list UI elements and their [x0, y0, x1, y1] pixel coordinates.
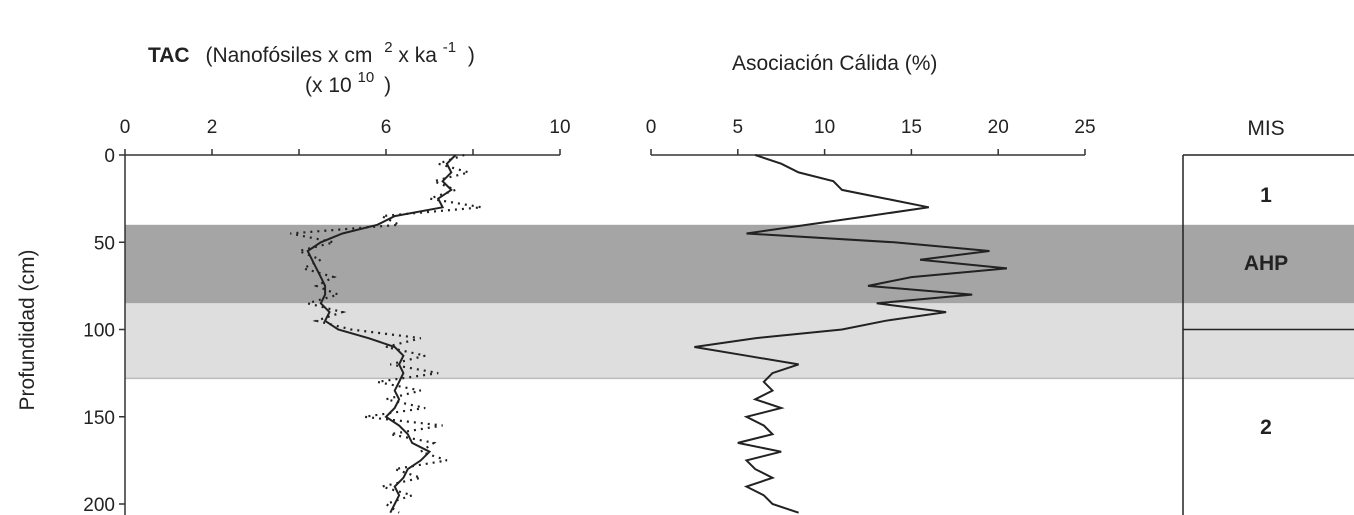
warm-lines	[694, 154, 1007, 514]
tac-x-tick-1: 2	[207, 117, 218, 138]
y-tick-1: 50	[94, 233, 115, 254]
tac-title-line2: (x 10 10 )	[305, 64, 391, 97]
warm-x-tick-5: 25	[1074, 117, 1095, 138]
tac-title-line2-close: )	[384, 74, 391, 97]
warm-x-tick-3: 15	[901, 117, 922, 138]
warm-x-tick-0: 0	[646, 117, 657, 138]
tac-series-dotted	[290, 153, 482, 514]
y-tick-4: 200	[83, 495, 115, 515]
tac-x-tick-3: 10	[549, 117, 570, 138]
warm-x-tick-1: 5	[733, 117, 744, 138]
y-tick-0: 0	[104, 146, 115, 167]
tac-title-rest: (Nanofósiles x cm	[205, 44, 372, 67]
warm-x-tick-2: 10	[814, 117, 835, 138]
mis-zone-label-2: 2	[1260, 416, 1272, 439]
warm-series-0	[694, 154, 1007, 514]
tac-series-solid	[306, 154, 457, 514]
mis-column: 1 AHP 2	[1182, 154, 1354, 515]
tac-title-bold: TAC	[148, 44, 190, 67]
mis-zone-label-0: 1	[1260, 184, 1272, 207]
y-axis-label: Profundidad (cm)	[16, 249, 39, 410]
tac-title-close: )	[468, 44, 475, 67]
warm-x-tick-4: 20	[988, 117, 1009, 138]
y-tick-3: 150	[83, 408, 115, 429]
tac-lines	[290, 153, 482, 514]
warm-axes: 0 5 10 15 20 25	[646, 117, 1096, 156]
tac-title: TAC (Nanofósiles x cm 2 x ka -1 )	[148, 34, 475, 67]
band-0	[125, 224, 1354, 304]
mis-title: MIS	[1247, 117, 1284, 140]
tac-title-mid: x ka	[398, 44, 437, 67]
tac-title-line2-open: (x 10	[305, 74, 352, 97]
y-tick-2: 100	[83, 321, 115, 342]
warm-title: Asociación Cálida (%)	[732, 52, 937, 75]
tac-x-tick-2: 6	[381, 117, 392, 138]
mis-zone-label-1: AHP	[1244, 252, 1288, 275]
tac-title-sup2: -1	[443, 39, 456, 56]
tac-title-line2-sup: 10	[358, 69, 375, 86]
tac-title-sup1: 2	[384, 39, 392, 56]
tac-x-tick-0: 0	[120, 117, 131, 138]
